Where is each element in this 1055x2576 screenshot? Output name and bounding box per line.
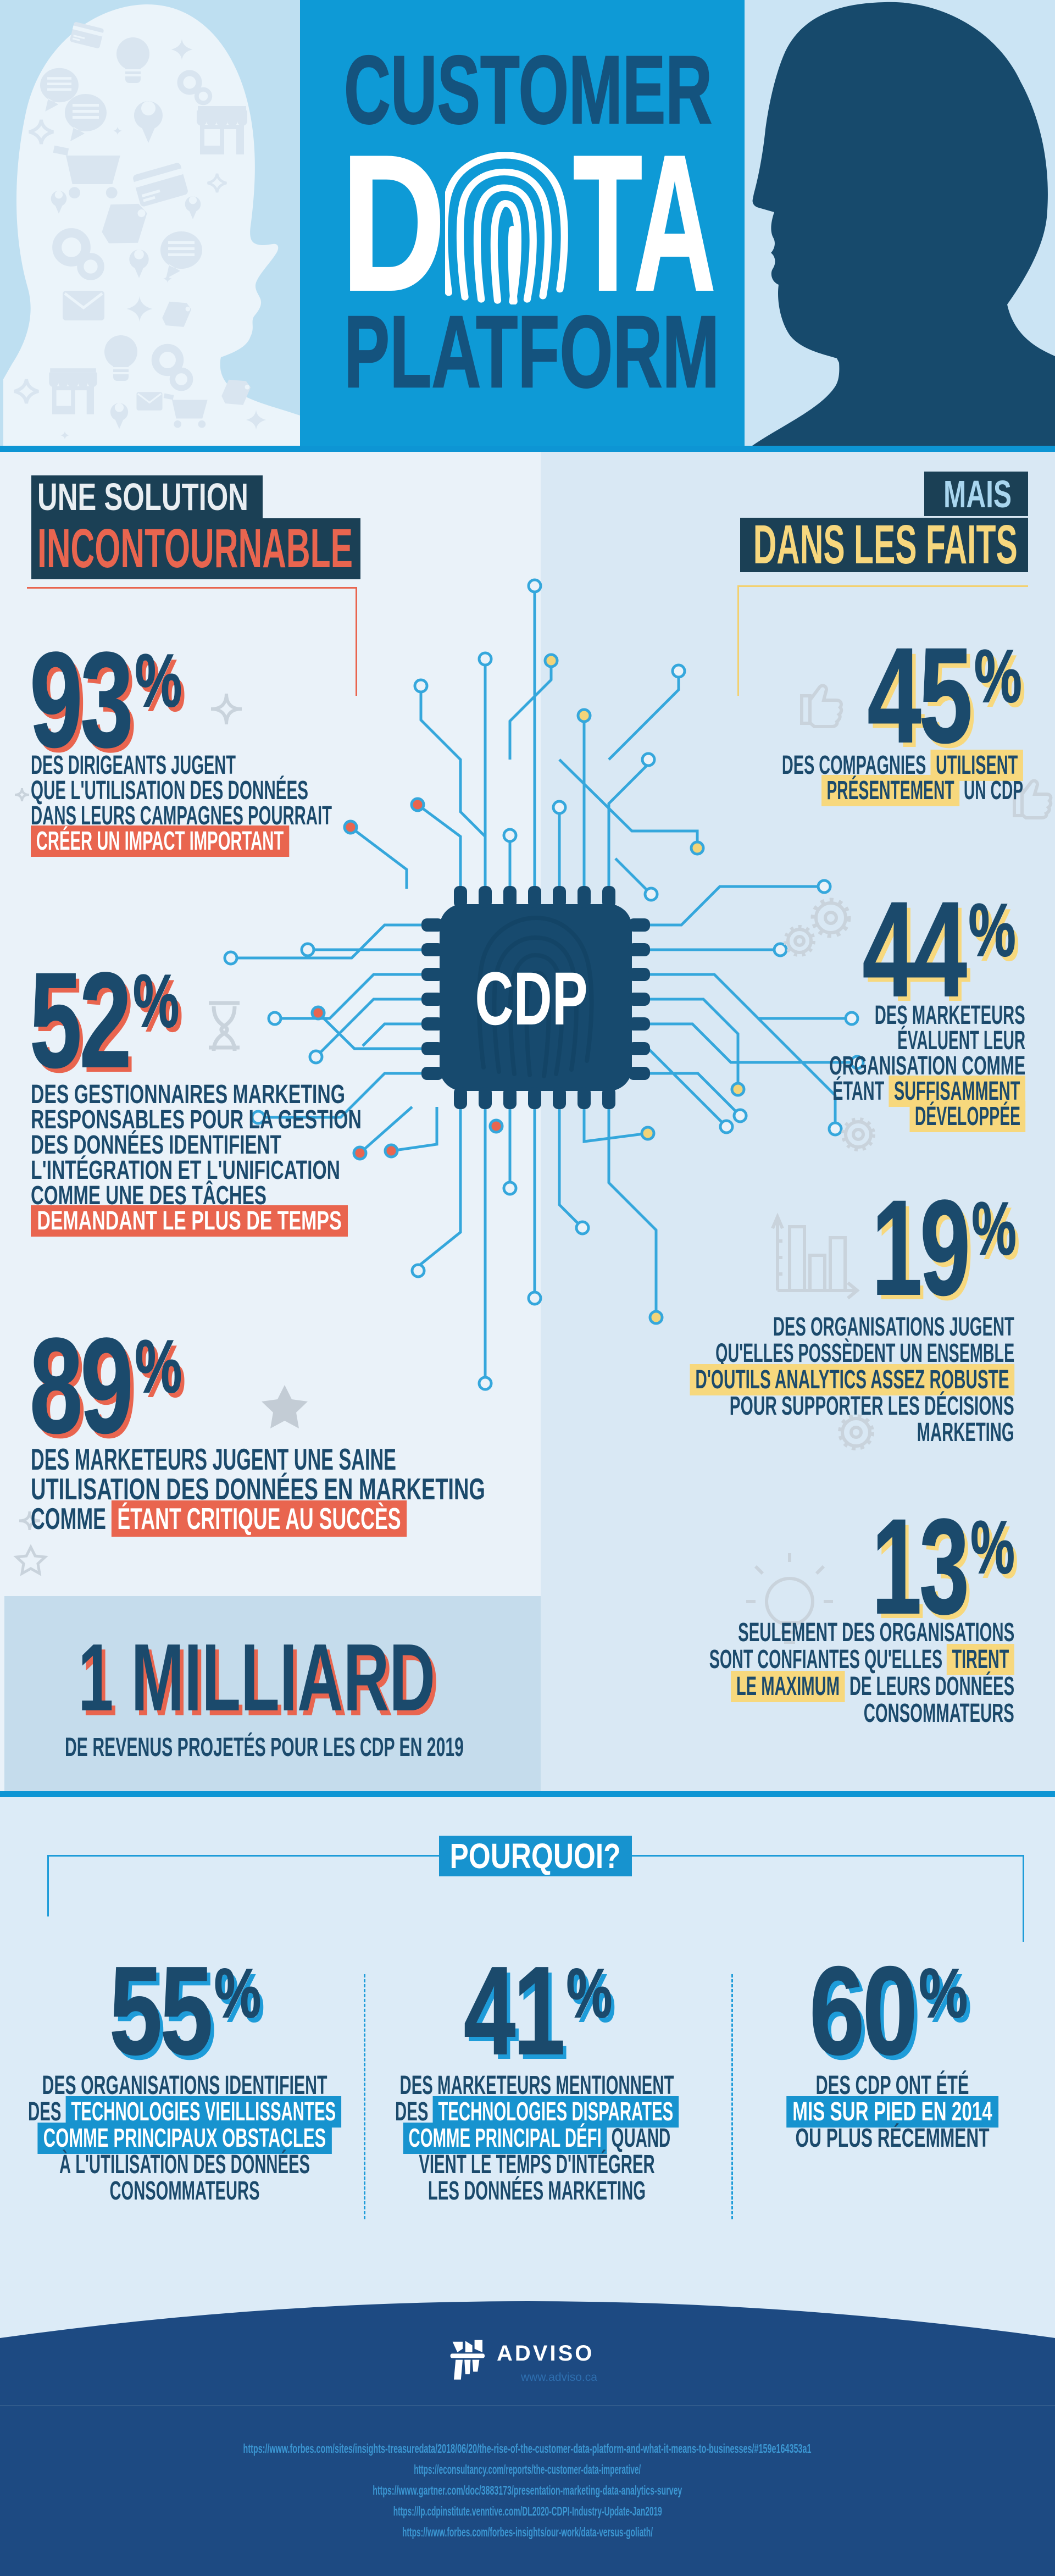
svg-text:www.adviso.ca: www.adviso.ca xyxy=(520,2371,597,2384)
svg-text:ADVISO: ADVISO xyxy=(497,2341,594,2366)
svg-text:CDP: CDP xyxy=(475,957,587,1041)
